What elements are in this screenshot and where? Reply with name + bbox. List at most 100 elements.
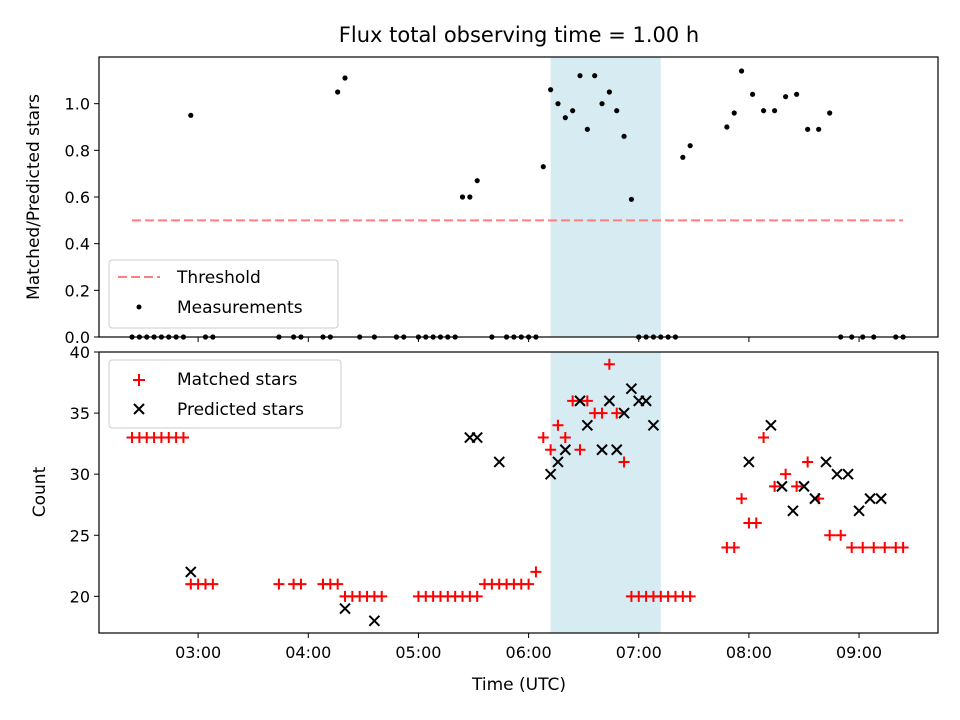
chart-title: Flux total observing time = 1.00 h: [339, 23, 699, 47]
predicted-star-point: [820, 456, 832, 468]
x-tick-label: 06:00: [506, 643, 552, 662]
x-tick-label: 03:00: [175, 643, 221, 662]
legend-predicted-swatch: [133, 403, 145, 415]
y-tick-label: 40: [70, 343, 90, 362]
matched-star-point: [611, 407, 623, 419]
count-y-axis-ticks: 20 25 30 35 40: [70, 343, 99, 606]
x-axis-label: Time (UTC): [471, 675, 566, 695]
measurement-point: [555, 101, 561, 107]
x-tick-label: 04:00: [285, 643, 331, 662]
ratio-legend: Threshold Measurements: [108, 259, 339, 329]
predicted-star-point: [574, 395, 586, 407]
measurement-point: [772, 108, 778, 114]
x-tick-label: 09:00: [836, 643, 882, 662]
predicted-star-point: [625, 382, 638, 395]
matched-star-point: [596, 407, 608, 419]
y-tick-label: 30: [70, 465, 90, 484]
measurement-point: [459, 194, 466, 200]
legend-measurements-swatch: [136, 304, 142, 310]
predicted-star-point: [185, 566, 197, 578]
measurement-point: [827, 110, 833, 116]
y-tick-label: 0.2: [65, 281, 90, 300]
measurement-point: [548, 87, 554, 93]
measurement-point: [724, 124, 730, 130]
matched-star-point: [684, 590, 696, 602]
predicted-star-point: [368, 615, 381, 627]
matched-star-point: [618, 456, 630, 468]
ratio-panel: 0.0 0.2 0.4 0.6 0.8 1.0 Matched/Predicted sta…: [24, 56, 939, 347]
matched-star-point: [545, 444, 557, 456]
matched-star-point: [177, 432, 189, 444]
matched-star-point: [824, 529, 836, 541]
observing-window-highlight: [550, 352, 661, 633]
predicted-star-point: [875, 492, 887, 505]
measurement-point: [760, 108, 767, 114]
matched-star-point: [835, 529, 847, 541]
measurement-point: [584, 126, 590, 132]
measurement-point: [816, 126, 822, 132]
measurement-point: [738, 68, 745, 74]
predicted-star-point: [611, 444, 623, 456]
measurement-point: [592, 73, 598, 79]
predicted-star-point: [831, 468, 843, 480]
measurement-point: [783, 94, 789, 100]
matched-star-point: [574, 444, 586, 456]
predicted-star-point: [798, 480, 810, 493]
matched-star-point: [791, 480, 803, 492]
measurement-point: [687, 143, 693, 149]
predicted-star-point: [842, 468, 854, 480]
ratio-plot-frame: [98, 56, 939, 338]
matched-star-point: [750, 517, 762, 529]
predicted-star-point: [603, 395, 616, 407]
predicted-star-point: [776, 480, 788, 493]
legend-threshold-label: Threshold: [176, 268, 261, 288]
matched-star-point: [728, 541, 740, 553]
matched-star-point: [603, 358, 615, 370]
measurement-point: [731, 110, 737, 116]
x-tick-label: 07:00: [616, 643, 662, 662]
matched-star-points: [126, 358, 909, 602]
y-tick-label: 25: [70, 526, 90, 545]
measurement-point: [467, 194, 473, 200]
count-legend-box: [108, 359, 342, 429]
measurement-point: [342, 75, 348, 81]
predicted-star-point: [544, 468, 557, 480]
legend-matched-swatch: [133, 374, 145, 386]
predicted-star-point: [765, 419, 777, 432]
legend-measurements-label: Measurements: [177, 298, 303, 318]
matched-star-point: [559, 432, 571, 444]
matched-star-point: [868, 541, 880, 553]
matched-star-point: [523, 578, 535, 590]
measurement-points: [129, 68, 906, 340]
y-tick-label: 0.8: [65, 141, 90, 160]
measurement-point: [614, 108, 620, 114]
count-x-axis-ticks: 03:00 04:00 05:00 06:00 07:00 08:00 09:00: [175, 633, 882, 662]
predicted-star-points: [185, 382, 887, 627]
matched-star-point: [758, 432, 770, 444]
ratio-y-axis-label: Matched/Predicted stars: [24, 94, 44, 300]
y-tick-label: 0.4: [65, 235, 90, 254]
matched-star-point: [552, 419, 564, 431]
predicted-star-point: [339, 602, 351, 615]
matched-star-point: [376, 590, 388, 602]
count-plot-frame: [98, 351, 939, 634]
matched-star-point: [736, 493, 748, 505]
matched-star-point: [537, 432, 549, 444]
matched-star-point: [780, 468, 792, 480]
y-tick-label: 1.0: [65, 95, 90, 114]
count-legend: Matched stars Predicted stars: [108, 359, 342, 429]
matched-star-point: [273, 578, 285, 590]
y-tick-label: 0.6: [65, 188, 90, 207]
predicted-star-point: [596, 444, 608, 456]
x-tick-label: 08:00: [726, 643, 772, 662]
ratio-legend-box: [108, 259, 339, 329]
measurement-point: [628, 196, 635, 202]
measurement-point: [794, 91, 800, 97]
measurement-point: [680, 154, 686, 160]
matched-star-point: [846, 541, 858, 553]
measurement-point: [606, 89, 612, 95]
measurement-point: [474, 178, 480, 184]
measurement-point: [749, 91, 756, 97]
predicted-star-point: [647, 419, 660, 432]
